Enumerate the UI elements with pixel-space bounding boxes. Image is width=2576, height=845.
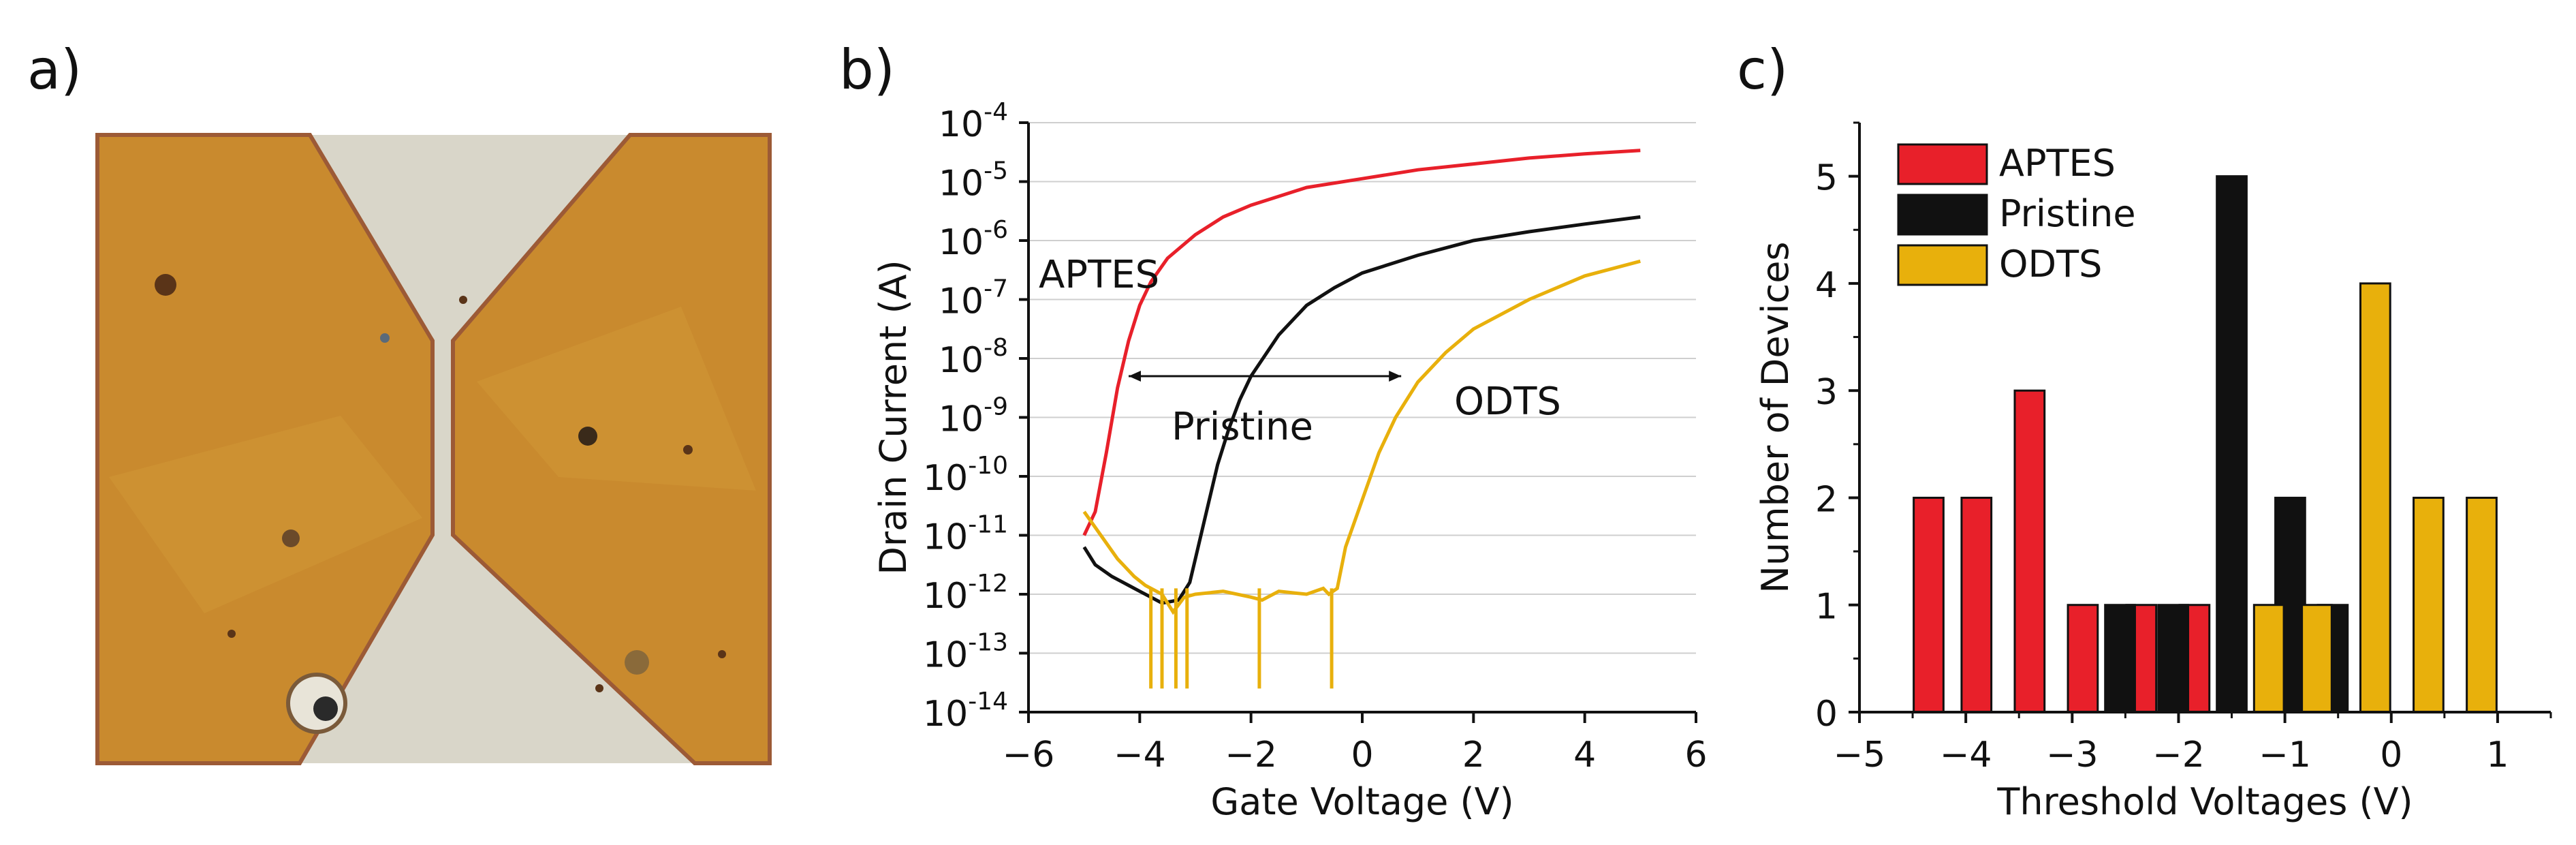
y-tick-label: 10-4 <box>939 98 1008 145</box>
y-axis-title: Drain Current (A) <box>872 260 915 574</box>
particle <box>718 650 726 658</box>
x-tick-label: 0 <box>1351 735 1373 775</box>
legend-label-aptes: APTES <box>1999 142 2116 185</box>
panel-a-label: a) <box>27 38 82 102</box>
legend-swatch-pristine <box>1897 194 1988 236</box>
x-tick-label: 0 <box>2380 735 2402 775</box>
y-axis-title: Number of Devices <box>1754 241 1797 593</box>
shift-arrow-head-left <box>1129 370 1141 382</box>
y-tick-label: 10-10 <box>923 452 1008 499</box>
particle <box>625 650 649 675</box>
x-tick-label: −2 <box>1225 735 1277 775</box>
optical-micrograph <box>95 133 772 765</box>
particle <box>578 427 597 446</box>
y-tick-label: 10-13 <box>923 629 1008 676</box>
annotation-odts: ODTS <box>1454 380 1561 424</box>
x-tick-label: −4 <box>1940 735 1992 775</box>
y-tick-label: 10-11 <box>923 511 1008 558</box>
histogram-chart: 0 1 2 3 4 5 −5 −4 −3 −2 −1 0 1 Threshold Voltages (V)… <box>1754 121 2552 823</box>
particle <box>282 529 300 547</box>
bar-aptes <box>2013 389 2046 713</box>
y-tick-label: 10-8 <box>939 334 1008 381</box>
x-tick-label: 4 <box>1573 735 1596 775</box>
y-tick-label: 4 <box>1815 265 1838 306</box>
legend-label-odts: ODTS <box>1999 243 2102 286</box>
x-tick-label: −2 <box>2152 735 2205 775</box>
annotation-aptes: APTES <box>1039 253 1159 297</box>
bar-pristine <box>2157 604 2190 713</box>
bar-pristine <box>2216 175 2248 713</box>
bar-odts <box>2466 496 2498 713</box>
x-tick-label: −4 <box>1114 735 1166 775</box>
shift-arrow-head-right <box>1389 370 1402 382</box>
electrode-texture-2 <box>477 307 756 491</box>
y-tick-label: 10-14 <box>923 688 1008 735</box>
x-tick-label: −6 <box>1003 735 1055 775</box>
panel-c-label: c) <box>1737 38 1788 102</box>
bar-pristine <box>2104 604 2136 713</box>
series-line-odts <box>1082 259 1641 615</box>
bar-aptes <box>1913 496 1945 713</box>
legend-label-pristine: Pristine <box>1999 192 2136 235</box>
left-electrode <box>95 133 435 765</box>
x-tick-label: 2 <box>1462 735 1485 775</box>
x-axis-title: Threshold Voltages (V) <box>1996 780 2413 823</box>
bar-aptes <box>2067 604 2099 713</box>
y-tick-label: 10-12 <box>923 570 1008 617</box>
y-tick-label: 0 <box>1815 694 1838 735</box>
particle <box>595 684 603 692</box>
legend-swatch-odts <box>1897 244 1988 286</box>
x-tick-label: −1 <box>2259 735 2311 775</box>
y-tick-label: 1 <box>1815 587 1838 628</box>
x-tick-label: 6 <box>1684 735 1707 775</box>
legend-swatch-aptes <box>1897 143 1988 185</box>
y-tick-label: 10-5 <box>939 157 1008 204</box>
particle <box>380 333 390 343</box>
series-line-aptes <box>1082 149 1641 536</box>
bar-odts <box>2359 282 2391 713</box>
x-tick-label: −3 <box>2046 735 2099 775</box>
particle <box>227 630 236 638</box>
y-tick-label: 10-7 <box>939 275 1008 322</box>
y-tick-label: 2 <box>1815 479 1838 520</box>
series-line-pristine <box>1082 215 1641 605</box>
bar-odts <box>2413 496 2445 713</box>
right-electrode <box>451 133 772 765</box>
iv-chart: 10-4 10-5 10-6 10-7 10-8 10-9 10-10 10-11 10-12 1… <box>872 98 1708 823</box>
particle <box>459 296 467 304</box>
y-tick-label: 10-6 <box>939 216 1008 263</box>
x-tick-label: 1 <box>2486 735 2509 775</box>
bar-aptes <box>1960 496 1993 713</box>
electrode-texture <box>109 416 422 613</box>
bar-odts <box>2301 604 2333 713</box>
particle <box>313 696 338 721</box>
particle <box>155 274 176 296</box>
bar-odts <box>2252 604 2285 713</box>
y-tick-label: 10-9 <box>939 393 1008 440</box>
x-axis-title: Gate Voltage (V) <box>1210 780 1513 823</box>
y-tick-label: 3 <box>1815 372 1838 413</box>
x-tick-label: −5 <box>1834 735 1886 775</box>
annotation-pristine: Pristine <box>1172 405 1313 449</box>
y-tick-label: 5 <box>1815 158 1838 199</box>
particle <box>683 445 693 455</box>
panel-b-label: b) <box>839 38 895 102</box>
